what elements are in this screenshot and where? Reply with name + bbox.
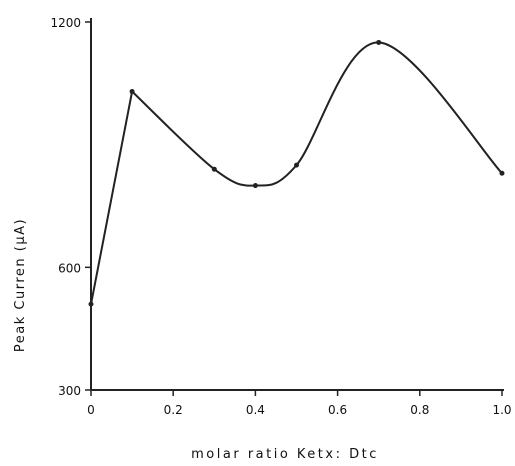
y-axis-label: Peak Curren (μA)	[13, 218, 28, 352]
data-point	[129, 89, 135, 95]
x-tick-label: 0.6	[328, 403, 347, 417]
axes	[90, 18, 504, 391]
x-tick-label: 0.4	[246, 403, 265, 417]
data-point	[211, 166, 217, 172]
data-point	[499, 170, 505, 176]
data-point	[252, 183, 258, 189]
x-axis-label: molar ratio Ketx: Dtc	[191, 447, 379, 461]
x-tick-label: 0.2	[164, 403, 183, 417]
series-line	[90, 41, 503, 305]
data-point	[88, 301, 94, 307]
ticks: 0 0.2 0.4 0.6 0.8 1.0 300 600 1200	[50, 16, 511, 417]
data-point	[294, 162, 299, 168]
x-tick-label: 0	[87, 403, 95, 417]
y-tick-label: 300	[58, 384, 81, 398]
series-layer	[88, 39, 505, 307]
y-tick-label: 600	[58, 261, 81, 275]
data-point	[376, 39, 382, 45]
x-tick-label: 1.0	[492, 403, 511, 417]
y-tick-label: 1200	[50, 16, 81, 30]
x-tick-label: 0.8	[410, 403, 429, 417]
